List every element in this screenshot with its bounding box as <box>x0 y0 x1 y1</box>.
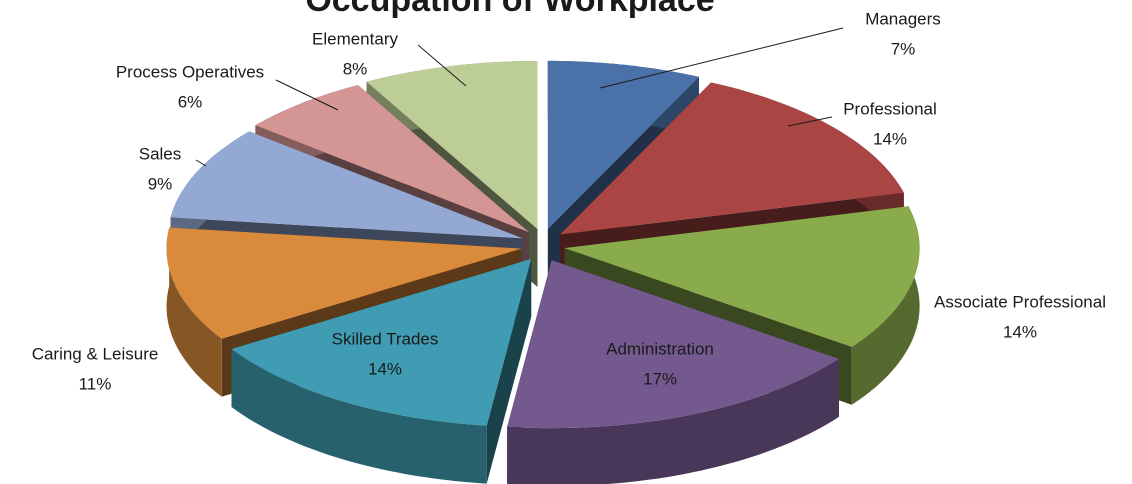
slice-value: 7% <box>891 39 916 58</box>
slice-label: Administration <box>606 339 714 358</box>
leader-line <box>195 159 207 167</box>
leader-line <box>275 79 339 111</box>
leader-line <box>787 116 833 127</box>
slice-wall <box>851 206 920 405</box>
slice-top <box>507 260 839 429</box>
slice-value: 14% <box>873 129 907 148</box>
labels: Managers 7% Professional 14% Associate Profe… <box>32 9 1106 393</box>
slice-value: 14% <box>368 359 402 378</box>
slice-label: Skilled Trades <box>332 329 439 348</box>
slice-label: Elementary <box>312 29 398 48</box>
slice-value: 17% <box>643 369 677 388</box>
slice-label: Professional <box>843 99 937 118</box>
chart-title: Occupation of Workplace <box>305 0 714 19</box>
slice-label: Sales <box>139 144 182 163</box>
slice-top <box>547 60 699 229</box>
slice-wall <box>231 349 487 484</box>
slice-value: 8% <box>343 59 368 78</box>
slice-top <box>564 206 920 347</box>
slice <box>231 258 532 484</box>
slice-top <box>170 131 523 239</box>
slice-label: Associate Professional <box>934 292 1106 311</box>
leader-line <box>417 44 467 87</box>
slice-value: 11% <box>79 374 112 393</box>
pie <box>166 60 920 484</box>
slice-top <box>560 82 904 235</box>
slice-label: Managers <box>865 9 941 28</box>
slice-wall <box>507 358 839 484</box>
slice-label: Caring & Leisure <box>32 344 159 363</box>
slice <box>507 260 839 484</box>
slice-label: Process Operatives <box>116 62 264 81</box>
slice-top <box>366 61 538 229</box>
slice-top <box>231 258 532 426</box>
slice-top <box>255 85 529 233</box>
slice-top <box>166 227 522 339</box>
slice-value: 9% <box>148 174 173 193</box>
slice-value: 14% <box>1003 322 1037 341</box>
slice-value: 6% <box>178 92 203 111</box>
slice-wall <box>166 227 222 397</box>
leader-line <box>599 27 844 89</box>
